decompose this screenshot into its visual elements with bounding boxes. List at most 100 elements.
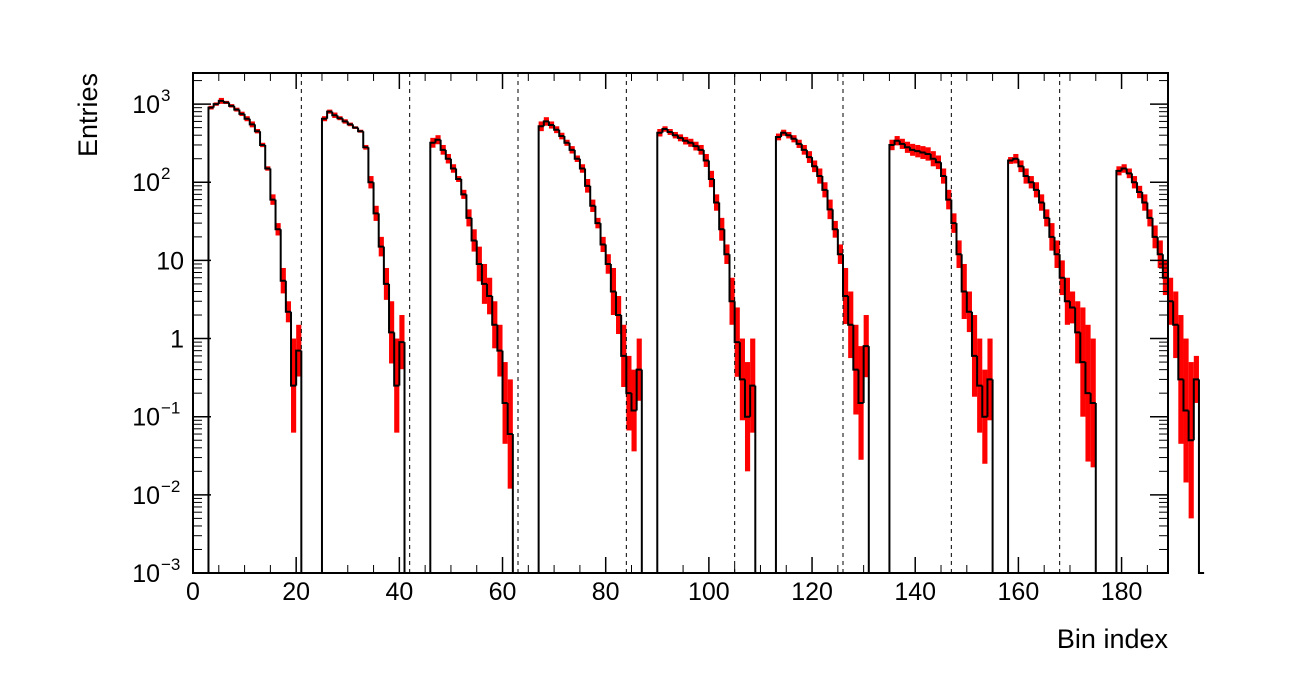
histogram-bin <box>615 291 622 317</box>
histogram-bin <box>398 341 405 386</box>
histogram-bin <box>1017 158 1024 168</box>
histogram-bin <box>269 168 276 201</box>
histogram-bin <box>1043 202 1050 219</box>
histogram-bin <box>320 117 328 573</box>
histogram-bin <box>1177 324 1184 381</box>
histogram-bin <box>852 324 859 371</box>
x-tick-label: 80 <box>592 578 620 606</box>
histogram-bin <box>253 124 261 133</box>
histogram-bin <box>609 263 617 293</box>
histogram-bin <box>1074 307 1081 334</box>
histogram-bin <box>991 379 998 574</box>
histogram-bin <box>1007 159 1014 573</box>
y-tick-exponent: 3 <box>161 86 170 105</box>
x-tick-label: 60 <box>489 578 517 606</box>
y-tick-label: 10 <box>132 404 160 432</box>
histogram-bin <box>749 384 756 417</box>
histogram-bin <box>671 131 678 137</box>
histogram-bin <box>578 158 586 170</box>
histogram-bin <box>919 151 926 154</box>
x-tick-label: 40 <box>385 578 413 606</box>
histogram-bin <box>826 189 833 211</box>
histogram-bin <box>1197 379 1205 574</box>
histogram-bin <box>702 149 709 162</box>
histogram-bin <box>568 142 575 151</box>
histogram-bin <box>434 138 441 143</box>
histogram-bin <box>893 139 900 145</box>
histogram-bin <box>1089 393 1096 404</box>
x-tick-label: 20 <box>282 578 310 606</box>
histogram-bin <box>821 176 828 191</box>
histogram-bin <box>743 379 751 418</box>
histogram-bin <box>862 345 869 403</box>
histogram-bin <box>393 332 400 387</box>
histogram-bin <box>945 176 952 201</box>
histogram-bin <box>713 179 720 204</box>
histogram-bin <box>707 160 715 181</box>
y-axis-title: Entries <box>73 73 103 157</box>
histogram-bin <box>233 105 240 111</box>
histogram-bin <box>1192 378 1199 441</box>
histogram-bin <box>547 121 555 127</box>
histogram-bin <box>326 110 333 119</box>
histogram-bin <box>1125 168 1132 175</box>
x-tick-label: 100 <box>688 578 730 606</box>
x-tick-label: 180 <box>1101 578 1143 606</box>
histogram-bin <box>960 254 967 293</box>
histogram-bin <box>898 140 905 145</box>
histogram-bin <box>542 120 549 127</box>
histogram-bin <box>1053 236 1060 256</box>
histogram-bin <box>589 185 596 207</box>
histogram-bin <box>687 140 694 144</box>
histogram-bin <box>1120 167 1127 171</box>
histogram-bin <box>1063 277 1070 303</box>
histogram-bin <box>888 143 895 573</box>
histogram-bin <box>558 129 565 138</box>
separator-lines <box>300 73 1061 573</box>
histogram-bin <box>207 106 214 573</box>
y-tick-label: 10 <box>132 560 160 588</box>
y-tick-label: 10 <box>132 482 160 510</box>
histogram-bin <box>1048 217 1055 238</box>
histogram-bin <box>217 99 224 105</box>
histogram-bin <box>341 118 348 123</box>
y-tick-label: 10 <box>132 91 160 119</box>
histogram-bin <box>1146 202 1153 219</box>
histogram-bin <box>847 296 854 326</box>
histogram-bin <box>584 168 591 187</box>
histogram-bin <box>950 199 957 225</box>
histogram-bin <box>1172 301 1179 326</box>
histogram-bin <box>1079 332 1086 364</box>
histogram-bin <box>243 113 250 120</box>
histogram-bin <box>1012 157 1019 161</box>
y-tick-label: 10 <box>132 169 160 197</box>
histogram-bin <box>929 153 936 160</box>
histogram-bin <box>279 229 286 282</box>
histogram-bin <box>1182 379 1189 412</box>
histogram-bin <box>1187 410 1194 442</box>
histogram-bin <box>367 147 374 184</box>
x-tick-label: 120 <box>791 578 833 606</box>
histogram-bin <box>506 402 513 436</box>
histogram-bin <box>501 350 508 404</box>
histogram-bin <box>444 149 451 160</box>
histogram-bin <box>382 246 390 285</box>
y-tick-exponent: −3 <box>161 555 180 574</box>
histogram-bin <box>1027 176 1034 184</box>
histogram-bin <box>676 135 684 139</box>
histogram-bin <box>563 136 570 144</box>
histogram-bin <box>403 342 410 574</box>
histogram-bin <box>909 147 916 151</box>
histogram-bin <box>295 349 302 386</box>
histogram-bin <box>1094 402 1101 574</box>
histogram-bin <box>795 138 802 145</box>
histogram-bin <box>553 125 560 131</box>
histogram-bin <box>986 378 993 417</box>
histogram-bin <box>914 149 921 153</box>
histogram-bin <box>754 385 761 574</box>
histogram-bin <box>630 393 637 412</box>
histogram-bin <box>377 213 384 248</box>
histogram-bin <box>264 144 271 170</box>
